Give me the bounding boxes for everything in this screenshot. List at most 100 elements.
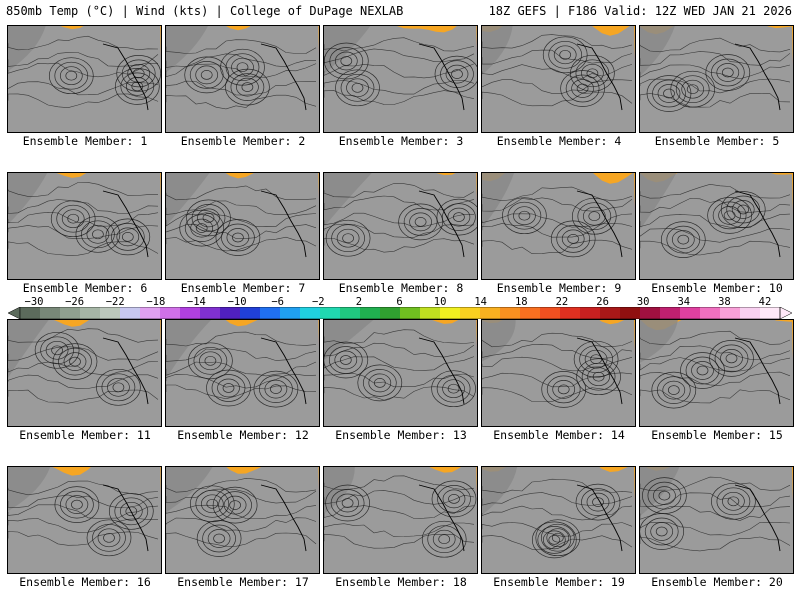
colorbar-swatch <box>360 307 381 319</box>
colorbar-swatch <box>400 307 421 319</box>
colorbar-swatch <box>240 307 261 319</box>
colorbar-tick-label: −26 <box>65 296 85 308</box>
colorbar-left-arrow <box>8 307 21 319</box>
colorbar-outline <box>19 307 781 319</box>
ensemble-panel <box>323 172 478 280</box>
colorbar-tick-label: 6 <box>396 296 403 308</box>
colorbar-swatch <box>220 307 241 319</box>
ensemble-member-label: Ensemble Member: 16 <box>19 575 151 589</box>
temperature-map <box>166 173 319 279</box>
run-valid-time: 18Z GEFS | F186 Valid: 12Z WED JAN 21 20… <box>488 4 792 18</box>
colorbar-swatch <box>100 307 121 319</box>
ensemble-member-label: Ensemble Member: 4 <box>496 134 622 148</box>
ensemble-panel <box>481 319 636 427</box>
ensemble-member-label: Ensemble Member: 15 <box>651 428 783 442</box>
colorbar-tick-label: 26 <box>596 296 609 308</box>
colorbar-tick-label: −6 <box>271 296 285 308</box>
colorbar-swatch <box>540 307 561 319</box>
ensemble-panel <box>165 319 320 427</box>
colorbar-swatch <box>760 307 781 319</box>
ensemble-member-label: Ensemble Member: 12 <box>177 428 309 442</box>
ensemble-panel <box>7 466 162 574</box>
ensemble-member-label: Ensemble Member: 17 <box>177 575 309 589</box>
colorbar-tick-label: −30 <box>24 296 44 308</box>
ensemble-panel <box>481 25 636 133</box>
colorbar-swatch <box>380 307 401 319</box>
temperature-colorbar <box>8 307 792 319</box>
ensemble-member-label: Ensemble Member: 2 <box>180 134 306 148</box>
ensemble-member-label: Ensemble Member: 10 <box>651 281 783 295</box>
colorbar-swatch <box>20 307 41 319</box>
ensemble-panel <box>7 172 162 280</box>
ensemble-member-label: Ensemble Member: 18 <box>335 575 467 589</box>
colorbar-swatch <box>560 307 581 319</box>
ensemble-member-label: Ensemble Member: 11 <box>19 428 151 442</box>
colorbar-tick-label: 14 <box>474 296 488 308</box>
ensemble-member-label: Ensemble Member: 3 <box>338 134 464 148</box>
colorbar-swatch <box>640 307 661 319</box>
colorbar-tick-label: −14 <box>186 296 206 308</box>
colorbar-swatch <box>680 307 701 319</box>
ensemble-panel <box>481 172 636 280</box>
temperature-map <box>8 467 161 573</box>
colorbar-swatch <box>160 307 181 319</box>
ensemble-member-label: Ensemble Member: 19 <box>493 575 625 589</box>
temperature-map <box>482 173 635 279</box>
temperature-map <box>482 26 635 132</box>
ensemble-panel <box>165 172 320 280</box>
ensemble-member-label: Ensemble Member: 20 <box>651 575 783 589</box>
colorbar-swatch <box>340 307 361 319</box>
colorbar-swatch <box>600 307 621 319</box>
colorbar-swatch <box>180 307 201 319</box>
temperature-map <box>640 320 793 426</box>
colorbar-swatch <box>480 307 501 319</box>
ensemble-panel <box>323 25 478 133</box>
colorbar-swatch <box>120 307 141 319</box>
product-title: 850mb Temp (°C) | Wind (kts) | College o… <box>6 4 404 18</box>
colorbar-swatch <box>500 307 521 319</box>
colorbar-swatch <box>460 307 481 319</box>
colorbar-swatch <box>60 307 81 319</box>
ensemble-member-label: Ensemble Member: 13 <box>335 428 467 442</box>
ensemble-panel <box>7 319 162 427</box>
temperature-map <box>324 26 477 132</box>
colorbar-swatch <box>440 307 461 319</box>
temperature-map <box>324 320 477 426</box>
colorbar-swatch <box>660 307 681 319</box>
colorbar-swatch <box>80 307 101 319</box>
ensemble-member-label: Ensemble Member: 1 <box>22 134 148 148</box>
colorbar-tick-label: 18 <box>514 296 528 308</box>
temperature-map <box>324 467 477 573</box>
temperature-map <box>8 26 161 132</box>
ensemble-member-label: Ensemble Member: 6 <box>22 281 148 295</box>
colorbar-swatch <box>580 307 601 319</box>
temperature-map <box>640 26 793 132</box>
temperature-map <box>166 26 319 132</box>
colorbar-tick-label: 38 <box>718 296 731 308</box>
temperature-map <box>482 467 635 573</box>
colorbar-swatch <box>280 307 301 319</box>
colorbar-swatch <box>300 307 321 319</box>
temperature-map <box>640 173 793 279</box>
ensemble-panel <box>323 466 478 574</box>
ensemble-panel <box>323 319 478 427</box>
colorbar-tick-label: 30 <box>636 296 650 308</box>
colorbar-swatch <box>520 307 541 319</box>
ensemble-panel <box>639 319 794 427</box>
temperature-map <box>482 320 635 426</box>
temperature-map <box>324 173 477 279</box>
colorbar-swatch <box>320 307 341 319</box>
ensemble-panel <box>7 25 162 133</box>
colorbar-right-arrow <box>779 307 792 319</box>
colorbar-swatch <box>620 307 641 319</box>
ensemble-member-label: Ensemble Member: 8 <box>338 281 464 295</box>
colorbar-tick-label: −10 <box>227 296 247 308</box>
colorbar-swatch <box>700 307 721 319</box>
colorbar-tick-label: 34 <box>677 296 691 308</box>
colorbar-swatch <box>260 307 281 319</box>
temperature-map <box>166 467 319 573</box>
temperature-map <box>8 320 161 426</box>
ensemble-member-label: Ensemble Member: 7 <box>180 281 306 295</box>
ensemble-member-label: Ensemble Member: 5 <box>654 134 780 148</box>
colorbar-swatch <box>420 307 441 319</box>
